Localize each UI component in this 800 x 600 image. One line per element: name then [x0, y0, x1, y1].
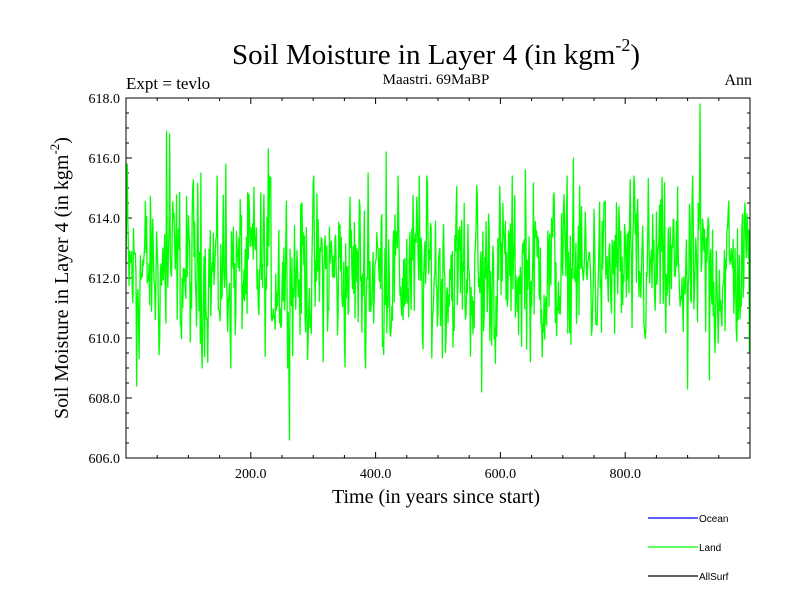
legend: Ocean Land AllSurf: [648, 514, 729, 583]
land-series-line: [125, 103, 751, 441]
axis-ticks: 606.0 608.0 610.0 612.0 614.0 616.0 618.0 200.0…: [89, 92, 750, 482]
x-axis-label: Time (in years since start): [332, 486, 540, 508]
y-tick-label: 618.0: [89, 92, 121, 107]
x-tick-label: 400.0: [360, 467, 392, 482]
legend-label-ocean: Ocean: [699, 514, 728, 525]
x-tick-label: 800.0: [609, 467, 641, 482]
x-tick-label: 600.0: [485, 467, 517, 482]
subtitle-left: Expt = tevlo: [126, 74, 210, 93]
legend-label-land: Land: [699, 543, 721, 554]
chart-title-suffix: ): [630, 39, 640, 71]
y-axis-label-superscript: -2: [47, 144, 62, 155]
y-tick-label: 616.0: [89, 152, 121, 167]
subtitle-center: Maastri. 69MaBP: [383, 72, 490, 88]
y-axis-label-suffix: ): [51, 137, 73, 144]
plot-frame: [125, 97, 751, 459]
chart-title-superscript: -2: [615, 35, 630, 55]
y-tick-label: 610.0: [89, 332, 121, 347]
subtitle-right: Ann: [724, 72, 752, 89]
chart-title: Soil Moisture in Layer 4 (in kgm-2): [232, 35, 640, 71]
y-tick-label: 614.0: [89, 212, 121, 227]
series-group: [125, 103, 751, 441]
x-tick-label: 200.0: [235, 467, 267, 482]
y-tick-label: 608.0: [89, 392, 121, 407]
y-tick-label: 612.0: [89, 272, 121, 287]
y-axis-label: Soil Moisture in Layer 4 (in kgm-2): [47, 137, 73, 419]
legend-label-allsurf: AllSurf: [699, 572, 729, 583]
y-tick-label: 606.0: [89, 452, 121, 467]
